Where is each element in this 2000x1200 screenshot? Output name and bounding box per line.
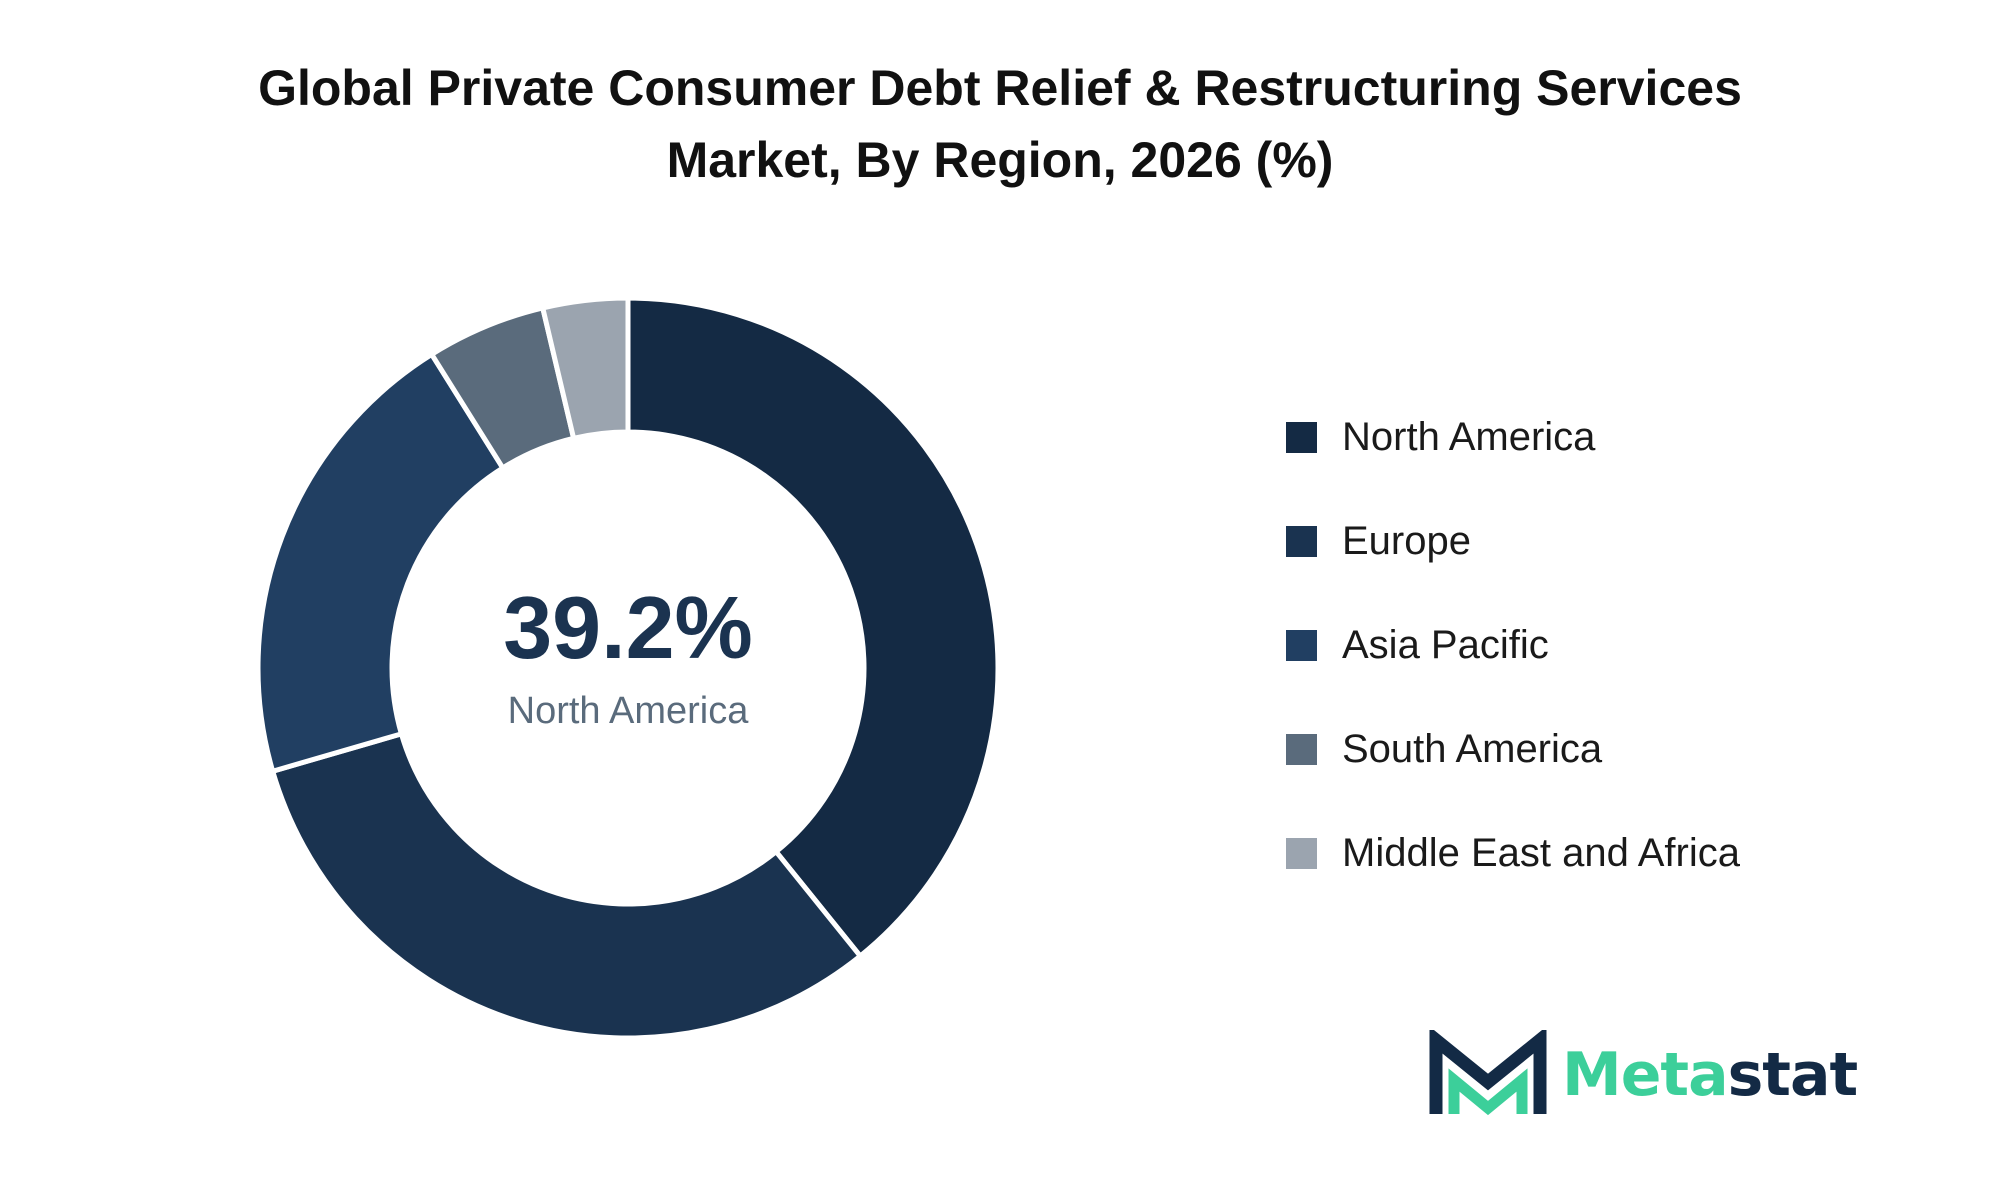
- legend-swatch-middle-east-and-africa: [1286, 837, 1317, 869]
- metastat-logo: Metastat: [1428, 1030, 1859, 1120]
- logo-text-stat: stat: [1727, 1040, 1859, 1110]
- logo-text-meta: Meta: [1562, 1040, 1729, 1110]
- legend-swatch-asia-pacific: [1286, 629, 1317, 661]
- legend-label-europe: Europe: [1342, 518, 1471, 563]
- legend-item-north-america: North America: [1286, 385, 1740, 489]
- legend-swatch-europe: [1286, 525, 1317, 557]
- chart-title: Global Private Consumer Debt Relief & Re…: [0, 52, 2000, 196]
- center-label: North America: [508, 690, 750, 732]
- center-value: 39.2%: [503, 578, 753, 677]
- chart-title-line-2: Market, By Region, 2026 (%): [666, 132, 1334, 188]
- slice-middle-east-and-africa: [539, 295, 631, 442]
- legend: North America Europe Asia Pacific South Ame…: [1286, 385, 1740, 905]
- legend-swatch-north-america: [1286, 421, 1317, 453]
- slice-europe: [269, 730, 864, 1041]
- legend-swatch-south-america: [1286, 733, 1317, 765]
- legend-label-south-america: South America: [1342, 726, 1603, 771]
- legend-item-south-america: South America: [1286, 697, 1740, 801]
- legend-item-europe: Europe: [1286, 489, 1740, 593]
- legend-item-middle-east-and-africa: Middle East and Africa: [1286, 801, 1740, 905]
- metastat-logo-text: Metastat: [1562, 1040, 1859, 1110]
- slice-north-america: [625, 295, 1001, 960]
- metastat-logo-icon: [1429, 1030, 1547, 1116]
- legend-label-asia-pacific: Asia Pacific: [1342, 622, 1549, 667]
- legend-label-middle-east-and-africa: Middle East and Africa: [1342, 830, 1740, 875]
- slice-asia-pacific: [255, 350, 507, 775]
- legend-item-asia-pacific: Asia Pacific: [1286, 593, 1740, 697]
- chart-title-line-1: Global Private Consumer Debt Relief & Re…: [258, 60, 1742, 116]
- donut-slices: [255, 295, 1001, 1041]
- legend-label-north-america: North America: [1342, 414, 1596, 459]
